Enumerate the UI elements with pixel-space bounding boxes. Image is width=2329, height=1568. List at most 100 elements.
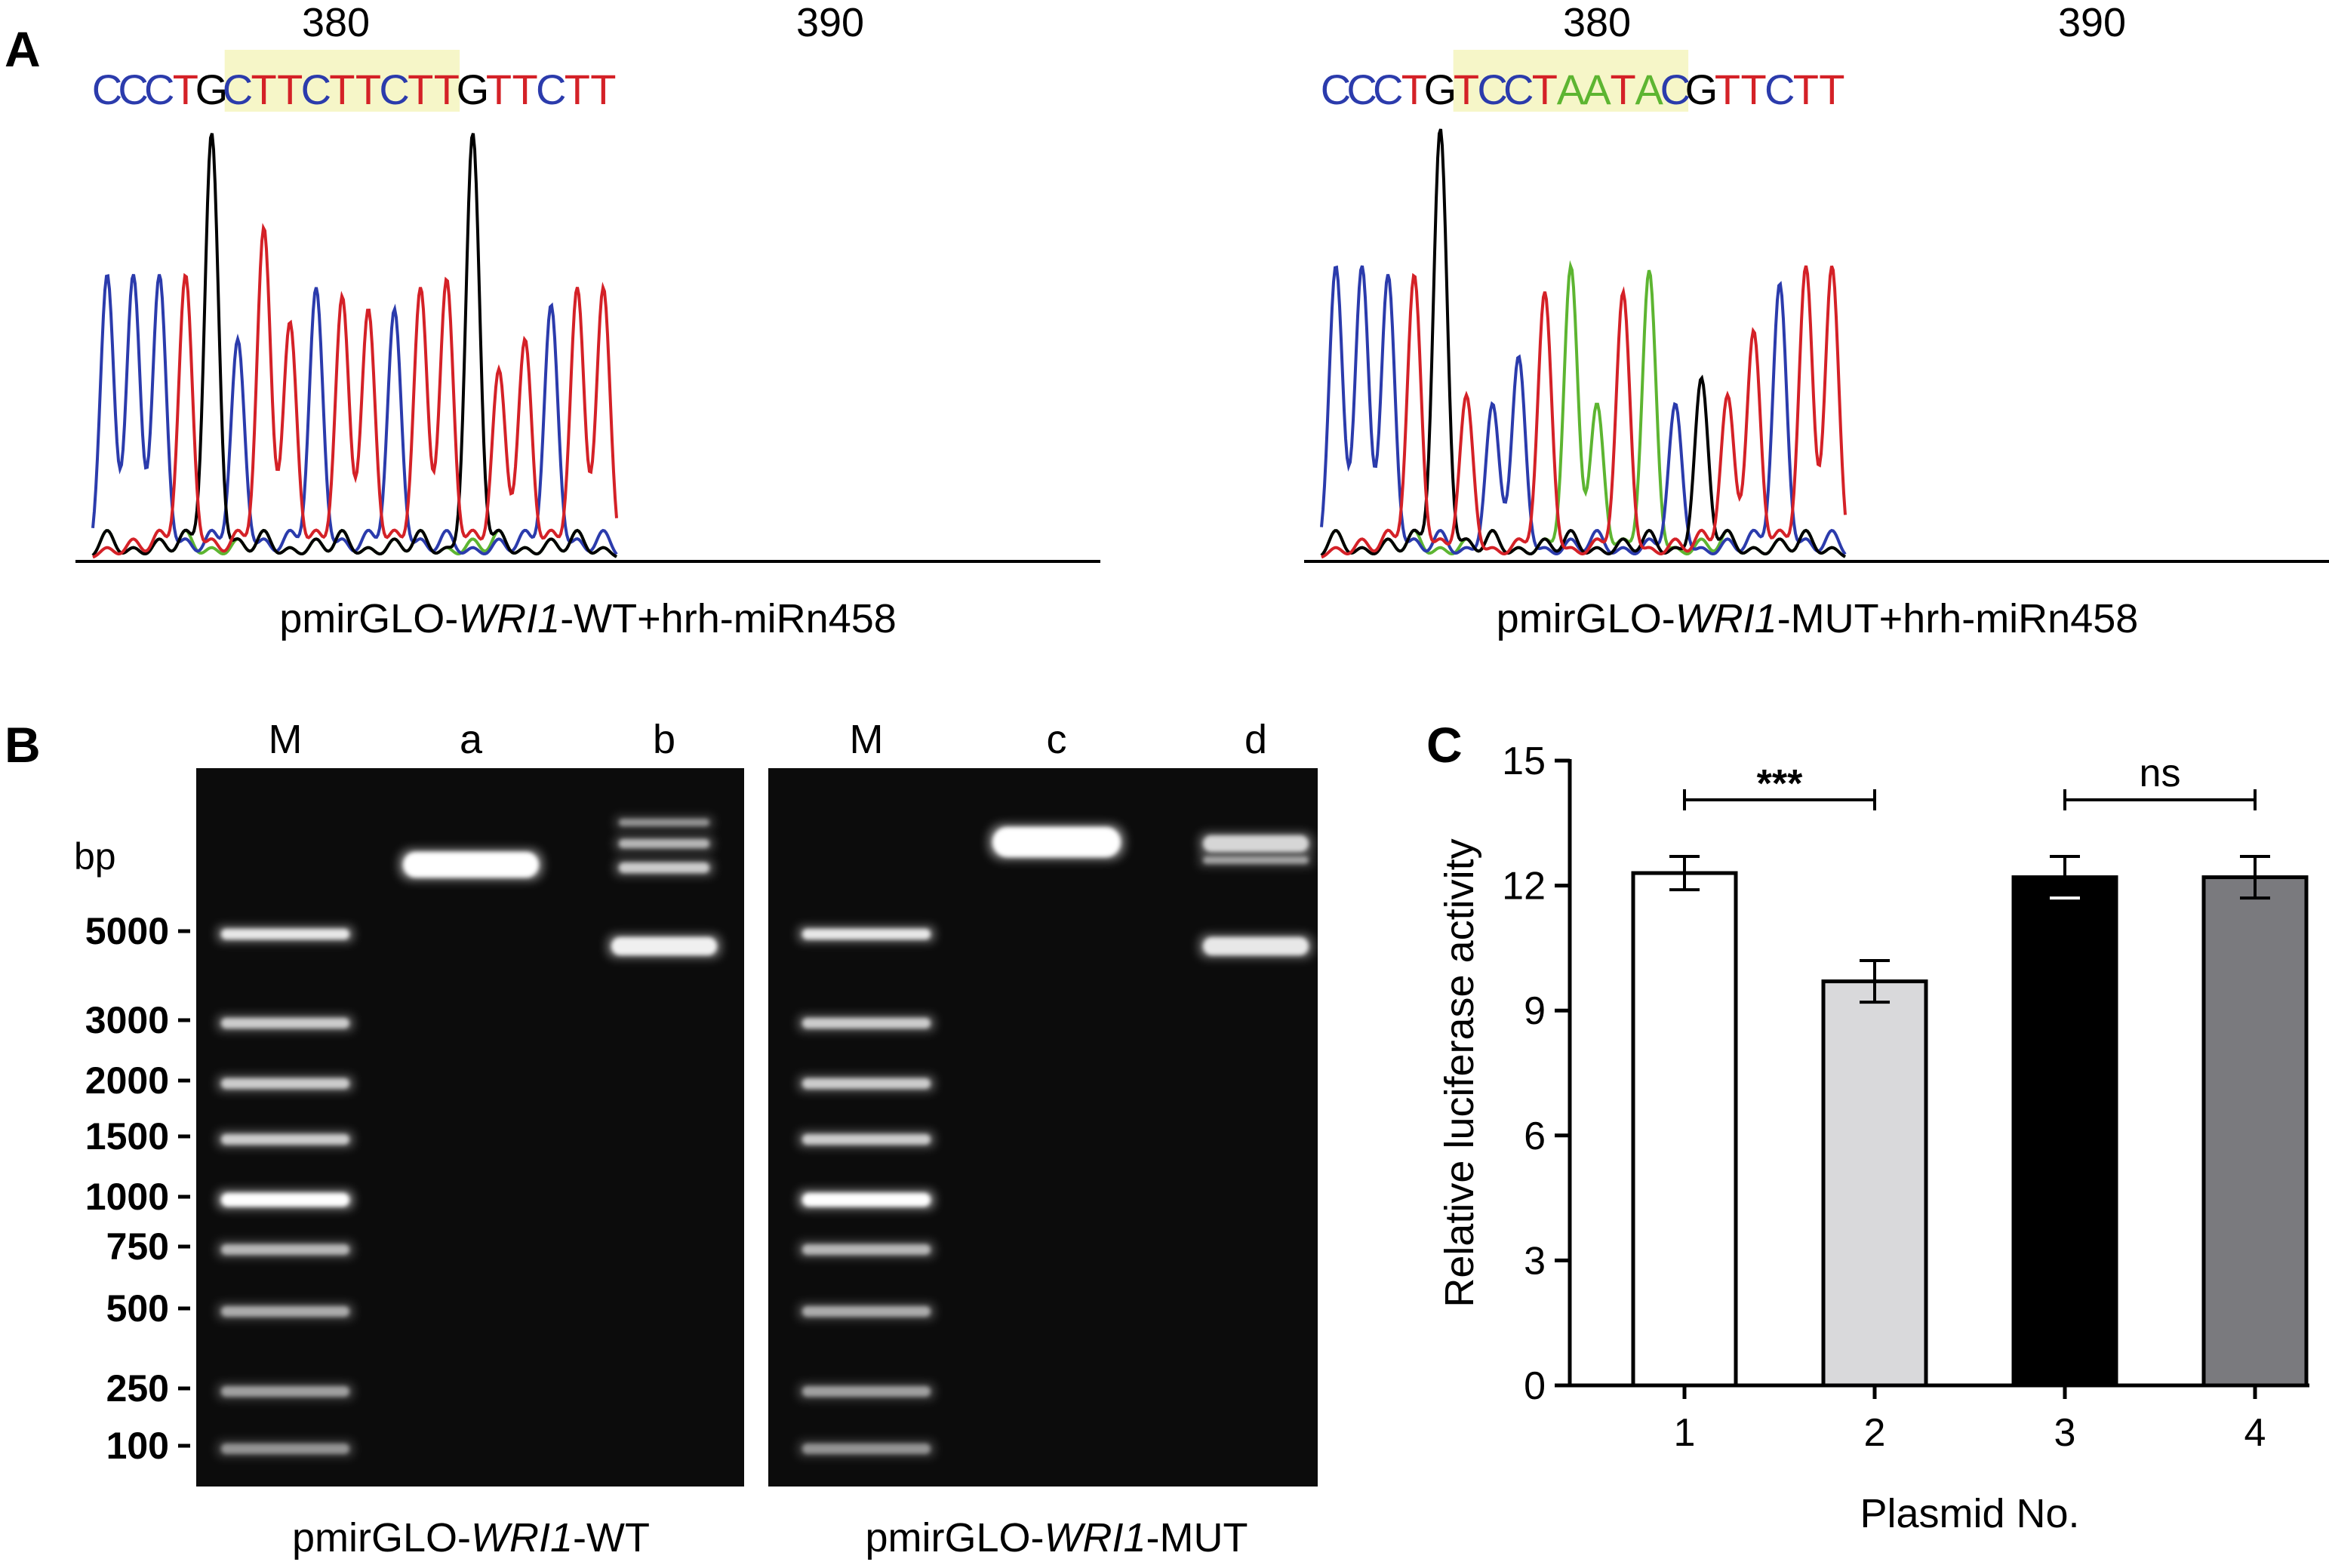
position-label-390-right: 390 <box>2058 0 2126 45</box>
lane-label-M: M <box>850 717 884 762</box>
ladder-label-2000: 2000 <box>85 1059 169 1102</box>
error-bar-4 <box>2240 854 2270 900</box>
x-tick-label-4: 4 <box>2244 1411 2266 1455</box>
y-tick-label-9: 9 <box>1524 989 1546 1033</box>
gel-mut-caption-post: -MUT <box>1146 1515 1248 1560</box>
error-bar-2 <box>1860 958 1890 1004</box>
trace-left-T <box>92 223 618 559</box>
panel-b-label: B <box>5 717 41 773</box>
base-call-right-18: T <box>1793 66 1819 113</box>
base-call-left-15: T <box>486 66 512 113</box>
highlight-box-left <box>224 50 460 112</box>
ladder-band-0-3 <box>221 1134 349 1145</box>
trace-right-T <box>1321 265 1847 559</box>
gel-mut-caption-pre: pmirGLO- <box>866 1515 1045 1560</box>
caption-left-gene: WRI1 <box>458 596 560 641</box>
base-call-right-6: C <box>1477 66 1507 113</box>
bar-3 <box>2011 875 2118 1388</box>
ladder-band-1-2 <box>802 1078 931 1089</box>
ladder-band-0-8 <box>221 1443 349 1454</box>
position-label-380-right: 380 <box>1563 0 1631 45</box>
base-call-left-19: T <box>590 66 616 113</box>
x-tick-label-2: 2 <box>1864 1411 1886 1455</box>
band-b-2 <box>619 862 709 873</box>
band-b-1 <box>619 839 709 848</box>
base-call-left-16: T <box>512 66 537 113</box>
band-b-0 <box>619 819 709 826</box>
base-call-left-14: G <box>457 66 490 113</box>
ladder-label-1000: 1000 <box>85 1176 169 1218</box>
base-call-left-1: C <box>118 66 148 113</box>
trace-left-G <box>91 133 617 558</box>
gel-wt-caption: pmirGLO-WRI1-WT <box>292 1515 650 1560</box>
base-call-left-7: T <box>277 66 303 113</box>
x-tick-label-3: 3 <box>2054 1411 2076 1455</box>
lane-label-a: a <box>460 717 483 762</box>
base-call-left-18: T <box>565 66 590 113</box>
base-call-right-3: T <box>1401 66 1427 113</box>
base-call-right-7: C <box>1503 66 1534 113</box>
ladder-label-750: 750 <box>106 1225 169 1268</box>
base-call-right-4: G <box>1424 66 1457 113</box>
gel-wt-image <box>196 768 744 1487</box>
significance-label-3-4: ns <box>2140 752 2181 795</box>
base-call-left-12: T <box>408 66 433 113</box>
base-call-right-14: G <box>1685 66 1718 113</box>
ladder-band-1-4 <box>802 1193 931 1207</box>
y-tick-label-0: 0 <box>1524 1364 1546 1408</box>
error-bar-1 <box>1669 854 1700 892</box>
position-label-380-left: 380 <box>302 0 370 45</box>
ladder-band-0-4 <box>221 1193 349 1207</box>
band-b-3 <box>611 937 717 955</box>
base-call-right-0: C <box>1321 66 1351 113</box>
caption-right-post: -MUT+hrh-miRn458 <box>1777 596 2139 641</box>
band-a-0 <box>403 852 539 878</box>
y-tick-label-6: 6 <box>1524 1115 1546 1158</box>
band-d-0 <box>1203 835 1309 852</box>
gel-mut-image <box>768 768 1318 1487</box>
base-call-right-16: T <box>1740 66 1766 113</box>
base-call-left-9: T <box>329 66 355 113</box>
gel-mut-caption-gene: WRI1 <box>1045 1515 1146 1560</box>
band-d-2 <box>1203 937 1309 955</box>
ladder-label-250: 250 <box>106 1367 169 1410</box>
ladder-band-0-0 <box>221 929 349 939</box>
y-tick-label-15: 15 <box>1502 739 1546 783</box>
base-call-left-3: T <box>173 66 198 113</box>
caption-right-pre: pmirGLO- <box>1497 596 1675 641</box>
base-call-right-10: A <box>1583 66 1611 113</box>
base-call-left-10: T <box>355 66 381 113</box>
ladder-band-0-5 <box>221 1244 349 1255</box>
lane-label-c: c <box>1047 717 1067 762</box>
base-call-left-11: C <box>379 66 409 113</box>
ladder-band-0-1 <box>221 1018 349 1028</box>
base-call-right-12: A <box>1635 66 1664 113</box>
position-label-390-left: 390 <box>796 0 864 45</box>
base-call-right-11: T <box>1610 66 1635 113</box>
ladder-band-1-1 <box>802 1018 931 1028</box>
highlight-box-right <box>1453 50 1689 112</box>
ladder-label-500: 500 <box>106 1287 169 1330</box>
base-call-right-1: C <box>1346 66 1377 113</box>
band-c-0 <box>992 827 1121 857</box>
base-call-left-0: C <box>92 66 122 113</box>
ladder-band-0-7 <box>221 1386 349 1397</box>
caption-left-post: -WT+hrh-miRn458 <box>560 596 897 641</box>
ladder-band-1-7 <box>802 1386 931 1397</box>
base-call-right-17: C <box>1764 66 1795 113</box>
base-call-right-19: T <box>1819 66 1844 113</box>
trace-left <box>91 133 618 559</box>
x-axis-label: Plasmid No. <box>1860 1491 2079 1536</box>
base-call-right-2: C <box>1373 66 1403 113</box>
base-call-left-4: G <box>195 66 229 113</box>
bar-2 <box>1821 979 1928 1388</box>
ladder-band-1-8 <box>802 1443 931 1454</box>
ladder-label-5000: 5000 <box>85 910 169 952</box>
significance-bracket-3-4 <box>2063 789 2257 810</box>
panel-c-label: C <box>1426 717 1463 773</box>
ladder-band-1-5 <box>802 1244 931 1255</box>
